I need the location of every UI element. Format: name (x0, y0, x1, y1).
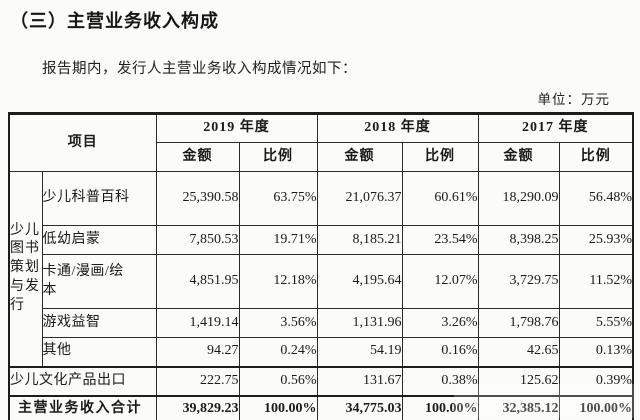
ratio-cell: 0.38% (401, 365, 479, 396)
row-label-text: 低幼启蒙 (42, 231, 101, 247)
amount-cell: 18,290.09 (477, 171, 560, 226)
row-label-text: 游戏益智 (42, 314, 101, 330)
table-header-years: 项目 2019 年度 2018 年度 2017 年度 (8, 113, 634, 172)
amount-cell: 32,385.12 (477, 394, 560, 420)
amount-cell: 7,850.53 (155, 225, 240, 255)
row-label: 主营业务收入合计 (8, 394, 157, 420)
ratio-cell: 63.75% (238, 171, 318, 226)
row-label: 少儿科普百科 (41, 171, 157, 226)
ratio-cell: 60.61% (401, 171, 479, 226)
amount-cell: 4,195.64 (316, 254, 403, 309)
row-label-text: 其他 (42, 343, 72, 359)
table-row-qita: 其他 94.27 0.24% 54.19 0.16% 42.65 0.13% (9, 337, 634, 367)
unit-label: 单位：万元 (537, 92, 610, 107)
revenue-table: 项目 2019 年度 2018 年度 2017 年度 金额 比例 金额 比例 金… (8, 112, 634, 420)
amount-cell: 1,131.96 (316, 308, 403, 338)
row-label: 游戏益智 (41, 308, 157, 338)
table-row-diyou: 低幼启蒙 7,850.53 19.71% 8,185.21 23.54% 8,3… (9, 225, 634, 255)
amount-cell: 4,851.95 (155, 254, 240, 309)
ratio-cell: 0.16% (401, 337, 479, 367)
ratio-cell: 56.48% (558, 171, 634, 226)
group-label-cell: 少儿图书策划与发行 (8, 171, 43, 367)
amount-cell: 125.62 (477, 365, 560, 396)
table-header-measures: 金额 比例 金额 比例 金额 比例 (9, 142, 634, 172)
amount-cell: 1,419.14 (155, 308, 240, 338)
ratio-cell: 0.56% (238, 365, 318, 396)
amount-cell: 222.75 (155, 365, 240, 396)
ratio-cell: 3.56% (238, 308, 318, 338)
header-year-2017: 2017 年度 (477, 113, 634, 143)
row-label-text: 少儿科普百科 (42, 190, 130, 206)
header-amount-2017: 金额 (477, 142, 560, 172)
table-row-katong: 卡通/漫画/绘本 4,851.95 12.18% 4,195.64 12.07%… (9, 254, 634, 309)
ratio-cell: 12.07% (401, 254, 479, 309)
table-row-youxi: 游戏益智 1,419.14 3.56% 1,131.96 3.26% 1,798… (9, 308, 634, 338)
ratio-cell: 100.00% (558, 394, 634, 420)
amount-cell: 8,185.21 (316, 225, 403, 255)
table-row-kepu: 少儿图书策划与发行 少儿科普百科 25,390.58 63.75% 21,076… (8, 171, 634, 367)
ratio-cell: 0.39% (558, 365, 634, 396)
ratio-cell: 5.55% (558, 308, 634, 338)
amount-cell: 8,398.25 (477, 225, 560, 255)
row-label: 少儿文化产品出口 (8, 365, 157, 396)
ratio-cell: 0.24% (238, 337, 318, 367)
header-amount-2018: 金额 (316, 142, 403, 172)
header-amount-2019: 金额 (155, 142, 240, 172)
header-year-2018: 2018 年度 (316, 113, 479, 143)
ratio-cell: 100.00% (238, 394, 318, 420)
row-label: 卡通/漫画/绘本 (41, 254, 157, 309)
ratio-cell: 25.93% (558, 225, 634, 255)
row-label-text: 卡通/漫画/绘本 (42, 263, 124, 298)
section-title: （三）主营业务收入构成 (10, 11, 219, 31)
amount-cell: 34,775.03 (316, 394, 403, 420)
header-ratio-2018: 比例 (401, 142, 479, 172)
header-ratio-2019: 比例 (238, 142, 318, 172)
table-row-export: 少儿文化产品出口 222.75 0.56% 131.67 0.38% 125.6… (8, 365, 634, 396)
row-label: 其他 (41, 337, 157, 367)
header-year-2019: 2019 年度 (155, 113, 318, 143)
ratio-cell: 12.18% (238, 254, 318, 309)
ratio-cell: 23.54% (401, 225, 479, 255)
amount-cell: 54.19 (316, 337, 403, 367)
ratio-cell: 100.00% (401, 394, 479, 420)
row-label: 低幼启蒙 (41, 225, 157, 255)
amount-cell: 21,076.37 (316, 171, 403, 226)
amount-cell: 3,729.75 (477, 254, 560, 309)
intro-text: 报告期内，发行人主营业务收入构成情况如下： (42, 61, 357, 77)
header-item: 项目 (8, 113, 157, 172)
ratio-cell: 3.26% (401, 308, 479, 338)
ratio-cell: 19.71% (238, 225, 318, 255)
amount-cell: 42.65 (477, 337, 560, 367)
amount-cell: 39,829.23 (155, 394, 240, 420)
header-ratio-2017: 比例 (558, 142, 634, 172)
amount-cell: 94.27 (155, 337, 240, 367)
amount-cell: 1,798.76 (477, 308, 560, 338)
ratio-cell: 0.13% (558, 337, 634, 367)
ratio-cell: 11.52% (558, 254, 634, 309)
table-row-total: 主营业务收入合计 39,829.23 100.00% 34,775.03 100… (8, 394, 634, 420)
amount-cell: 131.67 (316, 365, 403, 396)
amount-cell: 25,390.58 (155, 171, 240, 226)
